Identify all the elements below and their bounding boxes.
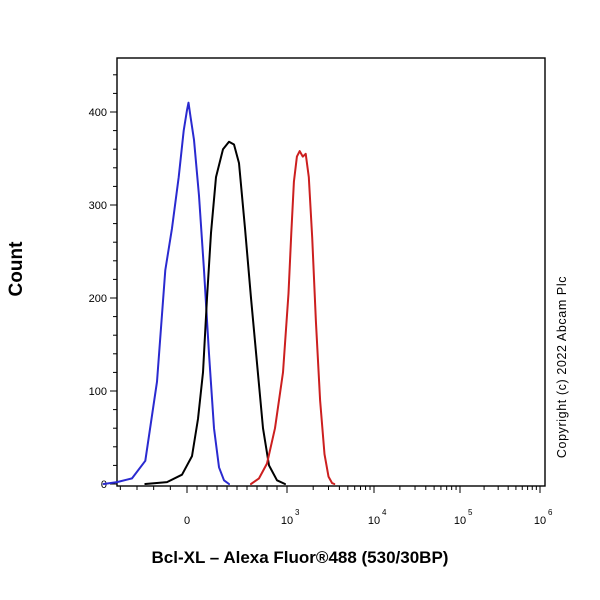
y-tick-label: 0 xyxy=(101,479,107,491)
x-tick-exponent: 3 xyxy=(295,508,300,517)
histogram-series-2 xyxy=(144,140,286,485)
x-tick-exponent: 5 xyxy=(468,508,473,517)
y-axis: 0 100 200 300 400 xyxy=(89,74,117,491)
histogram-curves xyxy=(102,101,336,485)
histogram-series-1 xyxy=(102,101,230,485)
y-tick-label: 300 xyxy=(89,200,107,212)
x-tick-label: 10 xyxy=(454,515,466,527)
y-tick-label: 200 xyxy=(89,293,107,305)
x-axis-label: Bcl-XL – Alexa Fluor®488 (530/30BP) xyxy=(151,548,449,567)
y-tick-label: 100 xyxy=(89,386,107,398)
x-tick-exponent: 6 xyxy=(548,508,553,517)
plot-frame xyxy=(116,57,546,487)
x-tick-label: 10 xyxy=(368,515,380,527)
x-tick-label: 0 xyxy=(184,515,190,527)
x-tick-label: 10 xyxy=(534,515,546,527)
y-tick-label: 400 xyxy=(89,107,107,119)
histogram-series-3 xyxy=(250,150,336,485)
x-tick-exponent: 4 xyxy=(382,508,387,517)
copyright-note: Copyright (c) 2022 Abcam Plc xyxy=(555,275,569,459)
y-axis-label: Count xyxy=(6,241,27,297)
x-tick-label: 10 xyxy=(281,515,293,527)
